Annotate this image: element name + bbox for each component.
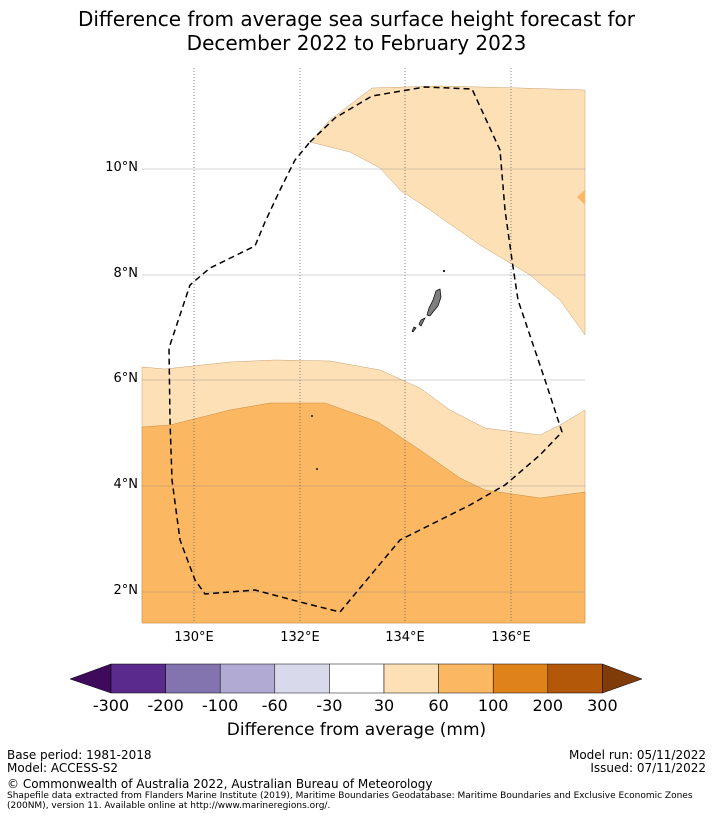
anomaly-region-30-60-north [309, 85, 586, 336]
lon-label-134e: 134°E [385, 630, 425, 645]
lat-label-8n: 8°N [113, 266, 139, 281]
lat-label-6n: 6°N [113, 371, 139, 386]
source-line-1: Shapefile data extracted from Flanders M… [7, 791, 693, 801]
colorbar-extend-high [602, 663, 643, 694]
colorbar-bin [383, 663, 439, 694]
lat-label-10n: 10°N [105, 160, 138, 175]
colorbar-bin [219, 663, 276, 694]
title-line-1: Difference from average sea surface heig… [77, 7, 636, 31]
colorbar-tick: -100 [202, 696, 239, 715]
colorbar-bin [547, 663, 603, 694]
colorbar-tick: 60 [428, 696, 449, 715]
copyright: © Commonwealth of Australia 2022, Austra… [7, 777, 433, 791]
anomaly-region-60-100-south [141, 402, 586, 624]
colorbar-tick: -200 [147, 696, 184, 715]
lat-label-2n: 2°N [113, 583, 139, 598]
colorbar-bin [274, 663, 330, 694]
colorbar-tick: 30 [373, 696, 395, 715]
colorbar-bin [438, 663, 494, 694]
lon-label-130e: 130°E [174, 630, 214, 645]
issued-date: Issued: 07/11/2022 [590, 761, 706, 775]
colorbar [69, 663, 643, 694]
model-run: Model run: 05/11/2022 [568, 748, 706, 762]
colorbar-bin [329, 663, 385, 694]
anomaly-patch-60-100-east [577, 190, 585, 205]
lat-label-4n: 4°N [113, 477, 139, 492]
source-line-2: (200NM), version 11. Available online at… [7, 801, 331, 811]
lon-label-132e: 132°E [280, 630, 320, 645]
palau-land [311, 269, 446, 470]
model-name: Model: ACCESS-S2 [7, 761, 119, 775]
eez-boundary [168, 86, 563, 613]
colorbar-label: Difference from average (mm) [226, 720, 487, 740]
colorbar-tick: -60 [261, 696, 288, 715]
colorbar-tick: 100 [477, 696, 509, 715]
colorbar-bin [492, 663, 549, 694]
longitude-gridlines [193, 68, 512, 623]
colorbar-tick: 200 [532, 696, 564, 715]
title-line-2: December 2022 to February 2023 [186, 31, 527, 55]
base-period: Base period: 1981-2018 [7, 748, 152, 762]
colorbar-tick: -300 [92, 696, 130, 715]
colorbar-extend-low [69, 663, 112, 694]
chart-title: Difference from average sea surface heig… [0, 7, 713, 55]
colorbar-tick: 300 [587, 696, 618, 715]
colorbar-bin [110, 663, 166, 694]
lon-label-136e: 136°E [491, 630, 531, 645]
colorbar-bin [165, 663, 221, 694]
colorbar-tick: -30 [316, 696, 343, 715]
